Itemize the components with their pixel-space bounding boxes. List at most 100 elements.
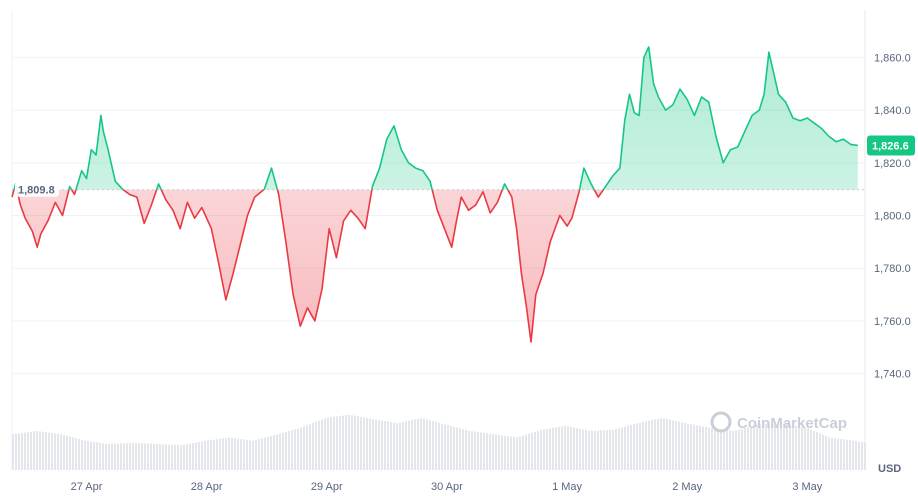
volume-bar bbox=[693, 424, 695, 470]
volume-bar bbox=[738, 429, 740, 470]
volume-bar bbox=[93, 441, 95, 470]
volume-bar bbox=[831, 437, 833, 470]
volume-bar bbox=[546, 428, 548, 470]
volume-bar bbox=[486, 433, 488, 470]
volume-bar bbox=[120, 443, 122, 470]
volume-bar bbox=[846, 439, 848, 470]
volume-bar bbox=[75, 438, 77, 470]
volume-bar bbox=[837, 438, 839, 470]
x-tick-label: 29 Apr bbox=[311, 481, 343, 493]
y-axis: 1,740.0 1,760.0 1,780.0 1,800.0 1,820.0 1,840… bbox=[874, 52, 911, 380]
volume-bar bbox=[480, 432, 482, 470]
volume-bar bbox=[543, 429, 545, 470]
volume-bar bbox=[861, 442, 863, 470]
volume-bar bbox=[456, 427, 458, 470]
volume-bar bbox=[237, 438, 239, 470]
volume-bar bbox=[708, 427, 710, 470]
volume-bar bbox=[858, 441, 860, 470]
volume-bar bbox=[288, 431, 290, 470]
volume-bar bbox=[63, 435, 65, 470]
volume-bar bbox=[135, 442, 137, 470]
volume-bar bbox=[399, 422, 401, 470]
volume-bar bbox=[594, 430, 596, 470]
volume-bar bbox=[504, 435, 506, 470]
volume-bar bbox=[555, 427, 557, 470]
volume-bar bbox=[279, 433, 281, 470]
volume-bar bbox=[801, 427, 803, 470]
volume-bar bbox=[198, 441, 200, 470]
volume-bar bbox=[429, 420, 431, 470]
volume-bar bbox=[852, 440, 854, 470]
volume-bar bbox=[315, 421, 317, 470]
volume-bar bbox=[213, 439, 215, 470]
volume-bar bbox=[408, 420, 410, 470]
volume-bar bbox=[228, 437, 230, 470]
volume-bar bbox=[21, 433, 23, 470]
volume-bar bbox=[36, 431, 38, 470]
volume-bar bbox=[669, 419, 671, 470]
volume-bar bbox=[234, 438, 236, 470]
volume-bar bbox=[309, 424, 311, 470]
volume-bar bbox=[822, 434, 824, 470]
volume-bar bbox=[123, 443, 125, 470]
volume-bar bbox=[384, 421, 386, 470]
volume-bar bbox=[648, 420, 650, 470]
volume-bar bbox=[285, 431, 287, 470]
volume-bar bbox=[27, 432, 29, 470]
area-below-reference bbox=[12, 189, 604, 342]
watermark-text: CoinMarketCap bbox=[737, 415, 847, 432]
volume-bar bbox=[216, 439, 218, 470]
volume-bar bbox=[810, 429, 812, 470]
volume-bar bbox=[435, 421, 437, 470]
volume-bar bbox=[66, 435, 68, 470]
volume-bar bbox=[717, 428, 719, 470]
volume-bar bbox=[432, 421, 434, 470]
price-areas bbox=[12, 46, 858, 342]
volume-bar bbox=[375, 419, 377, 470]
volume-bar bbox=[189, 443, 191, 470]
y-tick-label: 1,760.0 bbox=[874, 316, 911, 328]
y-tick-label: 1,820.0 bbox=[874, 158, 911, 170]
volume-bar bbox=[498, 434, 500, 470]
volume-bar bbox=[18, 433, 20, 470]
reference-value: 1,809.8 bbox=[18, 185, 55, 197]
volume-bar bbox=[126, 443, 128, 470]
volume-bar bbox=[423, 418, 425, 470]
volume-bar bbox=[444, 424, 446, 470]
volume-bar bbox=[600, 430, 602, 470]
volume-bar bbox=[843, 439, 845, 470]
volume-bar bbox=[651, 420, 653, 470]
volume-bar bbox=[513, 437, 515, 470]
volume-bar bbox=[474, 431, 476, 470]
volume-bar bbox=[261, 438, 263, 470]
volume-bar bbox=[747, 427, 749, 470]
volume-bar bbox=[294, 429, 296, 470]
volume-bar bbox=[597, 430, 599, 470]
volume-bar bbox=[783, 423, 785, 470]
volume-bar bbox=[390, 422, 392, 470]
volume-bar bbox=[264, 437, 266, 470]
volume-bar bbox=[483, 432, 485, 470]
volume-bar bbox=[762, 424, 764, 470]
volume-bar bbox=[672, 420, 674, 470]
volume-bar bbox=[516, 437, 518, 470]
volume-bar bbox=[777, 423, 779, 470]
volume-bar bbox=[696, 425, 698, 470]
volume-bar bbox=[192, 443, 194, 470]
volume-bar bbox=[378, 420, 380, 470]
volume-bar bbox=[447, 425, 449, 470]
volume-bar bbox=[522, 435, 524, 470]
volume-bar bbox=[657, 418, 659, 470]
price-line-down bbox=[11, 189, 605, 343]
volume-bar bbox=[183, 444, 185, 470]
volume-bar bbox=[558, 426, 560, 470]
volume-bar bbox=[588, 430, 590, 470]
volume-bar bbox=[789, 424, 791, 470]
volume-bar bbox=[426, 419, 428, 470]
volume-bar bbox=[723, 429, 725, 470]
volume-bar bbox=[243, 439, 245, 470]
volume-bar bbox=[222, 438, 224, 470]
volume-bar bbox=[819, 433, 821, 470]
volume-bar bbox=[612, 429, 614, 470]
volume-bar bbox=[33, 431, 35, 470]
